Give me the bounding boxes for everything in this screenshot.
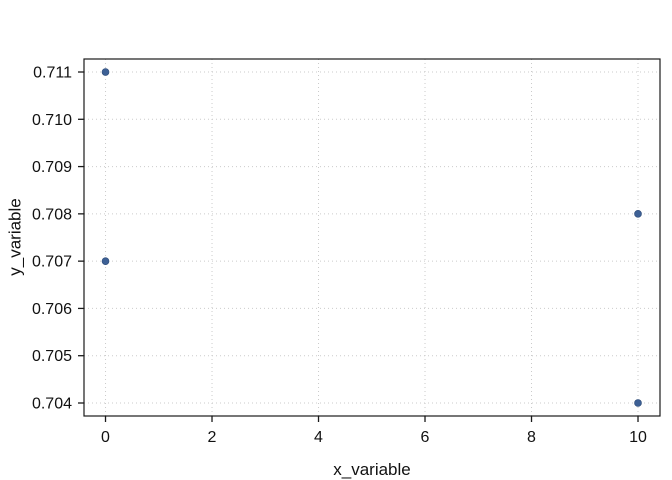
y-tick-label: 0.711: [33, 65, 72, 82]
x-tick-label: 2: [208, 429, 217, 446]
y-tick-label: 0.710: [32, 112, 72, 129]
data-point: [101, 257, 110, 265]
data-point: [634, 399, 642, 407]
data-point: [634, 210, 642, 218]
y-tick-label: 0.709: [32, 159, 72, 176]
x-tick-label: 0: [101, 429, 110, 446]
x-tick-label: 6: [421, 429, 430, 446]
y-tick-label: 0.708: [32, 206, 72, 223]
x-axis-label: x_variable: [333, 460, 411, 479]
x-tick-label: 10: [629, 429, 647, 446]
y-tick-label: 0.707: [32, 254, 72, 271]
y-tick-label: 0.705: [32, 348, 72, 365]
plot-border: [83, 58, 661, 417]
x-tick-label: 8: [527, 429, 536, 446]
y-tick-label: 0.706: [32, 301, 72, 318]
x-tick-label: 4: [314, 429, 323, 446]
data-point: [101, 68, 110, 76]
y-tick-label: 0.704: [32, 395, 72, 412]
y-axis-label: y_variable: [5, 198, 25, 276]
